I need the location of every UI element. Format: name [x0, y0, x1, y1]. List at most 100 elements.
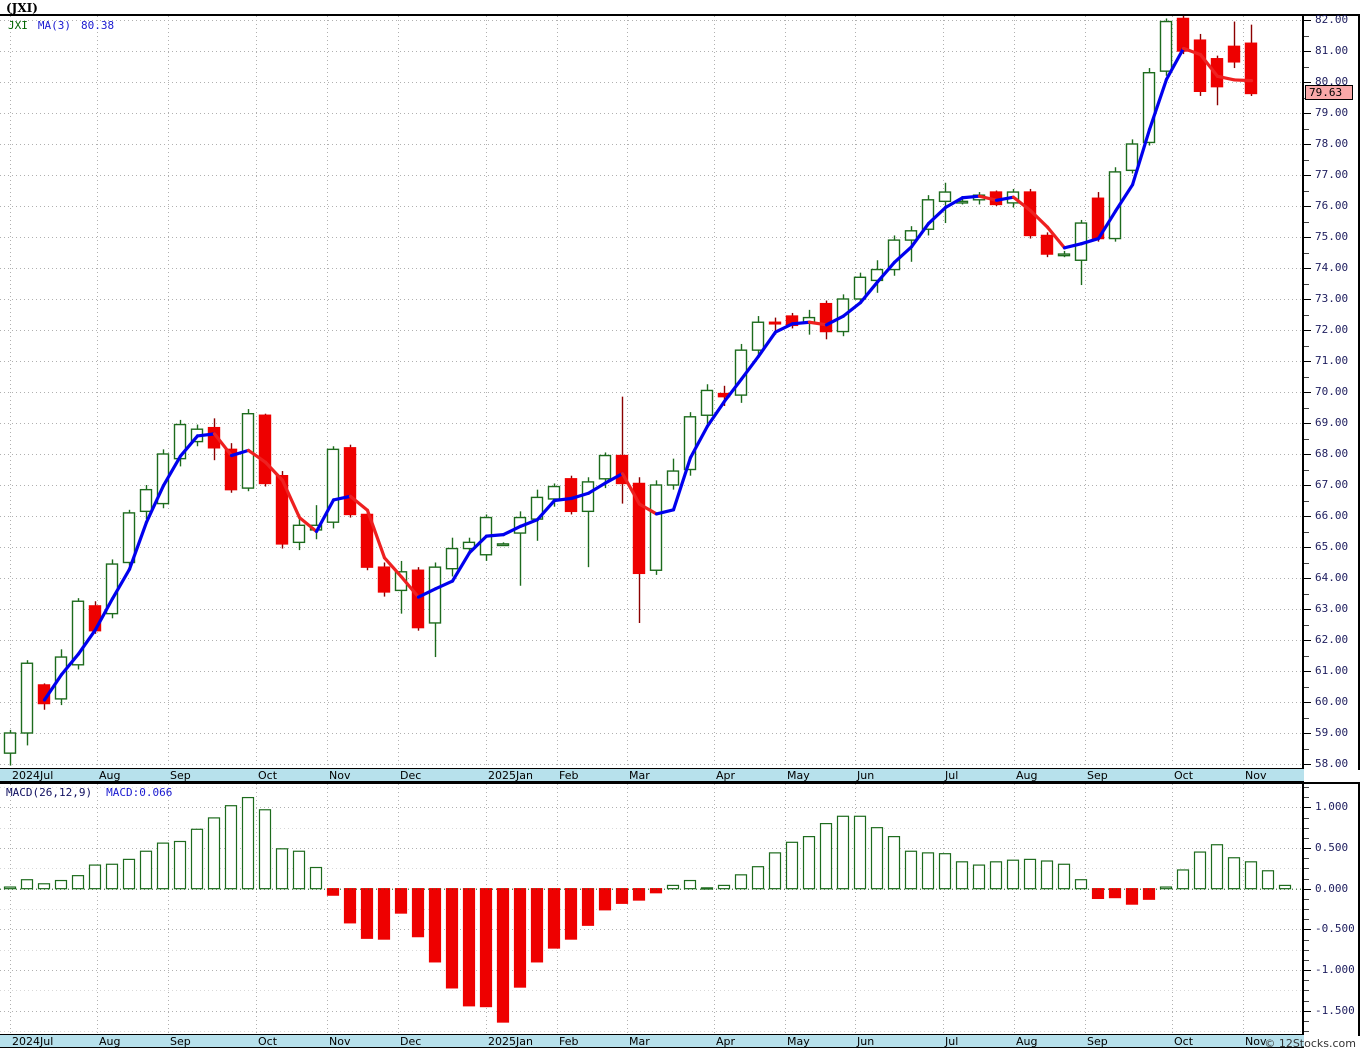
date-label-top: Mar — [629, 769, 650, 782]
legend-symbol: JXI — [8, 19, 28, 32]
macd-tick-label: 0.000 — [1315, 881, 1349, 895]
date-label-top: Sep — [1087, 769, 1108, 782]
price-tick-label: 68.00 — [1315, 447, 1349, 460]
date-label-bottom: Sep — [170, 1035, 191, 1048]
date-label-bottom: Oct — [1174, 1035, 1194, 1048]
price-tick-minor — [1304, 748, 1309, 750]
date-label-top: Dec — [400, 769, 422, 782]
date-axis-top: 2024Jul Aug Sep Oct Nov Dec 2025Jan Feb Mar Apr Ma… — [0, 768, 1304, 782]
price-tick-label: 66.00 — [1315, 509, 1349, 522]
price-tick-minor — [1304, 500, 1309, 502]
price-tick — [1304, 237, 1311, 238]
macd-legend-value: MACD:0.066 — [106, 786, 173, 799]
price-tick-label: 75.00 — [1315, 230, 1349, 243]
price-tick-label: 74.00 — [1315, 261, 1349, 274]
macd-tick-minor — [1304, 858, 1309, 860]
price-tick-minor — [1304, 531, 1309, 533]
date-label-top: Feb — [559, 769, 579, 782]
price-tick-label: 60.00 — [1315, 695, 1349, 708]
price-tick — [1304, 671, 1311, 672]
price-tick-minor — [1304, 469, 1309, 471]
price-panel: JXI MA(3) 80.38 58.00 59.00 60.00 61.00 62.00 6… — [0, 14, 1360, 770]
date-label-bottom: Nov — [1245, 1035, 1267, 1048]
date-label-bottom: Aug — [1016, 1035, 1038, 1048]
date-axis-bottom: 2024Jul Aug Sep Oct Nov Dec 2025Jan Feb Mar Apr Ma… — [0, 1034, 1304, 1048]
price-legend: JXI MA(3) 80.38 — [8, 19, 114, 32]
price-tick-label: 61.00 — [1315, 664, 1349, 677]
price-tick — [1304, 578, 1311, 579]
price-tick-label: 65.00 — [1315, 540, 1349, 553]
date-label-bottom: Jul — [945, 1035, 959, 1048]
macd-tick-label: 1.000 — [1315, 800, 1349, 814]
date-label-bottom: Aug — [99, 1035, 121, 1048]
date-label-top: Jul — [945, 769, 959, 782]
price-tick-label: 62.00 — [1315, 633, 1349, 646]
price-tick-label: 69.00 — [1315, 416, 1349, 429]
price-tick — [1304, 175, 1311, 176]
price-tick — [1304, 20, 1311, 21]
date-label-top: Sep — [170, 769, 191, 782]
price-tick — [1304, 82, 1311, 83]
date-label-top: May — [787, 769, 810, 782]
macd-plot-area[interactable]: MACD(26,12,9) MACD:0.066 — [0, 784, 1304, 1036]
price-tick-label: 71.00 — [1315, 354, 1349, 367]
price-tick — [1304, 330, 1311, 331]
price-tick-label: 76.00 — [1315, 199, 1349, 212]
macd-tick-minor — [1304, 797, 1309, 799]
price-tick-label: 80.00 — [1315, 75, 1349, 88]
date-label-bottom: Jun — [857, 1035, 875, 1048]
macd-tick — [1304, 888, 1311, 890]
price-tick-minor — [1304, 35, 1309, 37]
price-plot-area[interactable]: JXI MA(3) 80.38 — [0, 16, 1304, 770]
price-tick-minor — [1304, 345, 1309, 347]
page-title: (JXI) — [6, 1, 38, 15]
date-label-top: Nov — [1245, 769, 1267, 782]
macd-tick-minor — [1304, 919, 1309, 921]
price-tick-minor — [1304, 655, 1309, 657]
date-label-top: 2024Jul — [12, 769, 54, 782]
price-tick — [1304, 206, 1311, 207]
macd-tick-minor — [1304, 827, 1309, 829]
macd-tick-minor — [1304, 787, 1309, 788]
macd-tick-minor — [1304, 898, 1309, 900]
macd-tick-minor — [1304, 939, 1309, 941]
date-label-bottom: Feb — [559, 1035, 579, 1048]
date-label-bottom: Oct — [258, 1035, 278, 1048]
macd-histogram-svg — [0, 784, 1302, 1034]
date-label-top: Oct — [258, 769, 278, 782]
price-tick-minor — [1304, 221, 1309, 223]
price-tick-minor — [1304, 283, 1309, 285]
price-tick — [1304, 733, 1311, 734]
macd-tick-minor — [1304, 1020, 1309, 1022]
date-label-top: Aug — [1016, 769, 1038, 782]
price-tick-minor — [1304, 593, 1309, 595]
price-tick — [1304, 485, 1311, 486]
price-tick — [1304, 144, 1311, 145]
macd-tick-minor — [1304, 909, 1309, 910]
macd-tick-label: 0.500 — [1315, 841, 1349, 854]
price-tick-label: 81.00 — [1315, 44, 1349, 57]
price-tick — [1304, 702, 1311, 703]
last-price-badge: 79.63 — [1305, 85, 1353, 101]
price-tick-minor — [1304, 717, 1309, 719]
price-tick-label: 64.00 — [1315, 571, 1349, 584]
date-label-top: Nov — [329, 769, 351, 782]
price-tick — [1304, 423, 1311, 424]
macd-tick — [1304, 807, 1311, 809]
date-label-top: Aug — [99, 769, 121, 782]
price-y-axis: 58.00 59.00 60.00 61.00 62.00 63.00 64.00 65.00… — [1304, 14, 1360, 770]
date-label-bottom: Nov — [329, 1035, 351, 1048]
date-label-top: Apr — [716, 769, 736, 782]
price-tick-label: 77.00 — [1315, 168, 1349, 181]
macd-legend-label: MACD(26,12,9) — [6, 786, 93, 799]
price-tick-label: 79.00 — [1315, 106, 1349, 119]
date-label-bottom: 2024Jul — [12, 1035, 54, 1048]
date-label-bottom: May — [787, 1035, 810, 1048]
price-tick-minor — [1304, 376, 1309, 378]
price-tick-minor — [1304, 252, 1309, 254]
price-tick — [1304, 764, 1311, 765]
macd-tick-minor — [1304, 1031, 1309, 1032]
price-tick-label: 58.00 — [1315, 757, 1349, 770]
macd-tick-label: -1.500 — [1315, 1003, 1355, 1017]
